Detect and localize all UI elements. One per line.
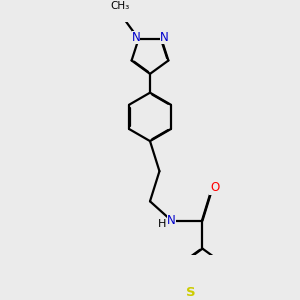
Text: N: N [132,32,140,44]
Text: O: O [210,181,219,194]
Text: S: S [186,286,196,299]
Text: H: H [158,219,166,229]
Text: N: N [167,214,176,227]
Text: CH₃: CH₃ [110,1,130,11]
Text: N: N [160,32,168,44]
